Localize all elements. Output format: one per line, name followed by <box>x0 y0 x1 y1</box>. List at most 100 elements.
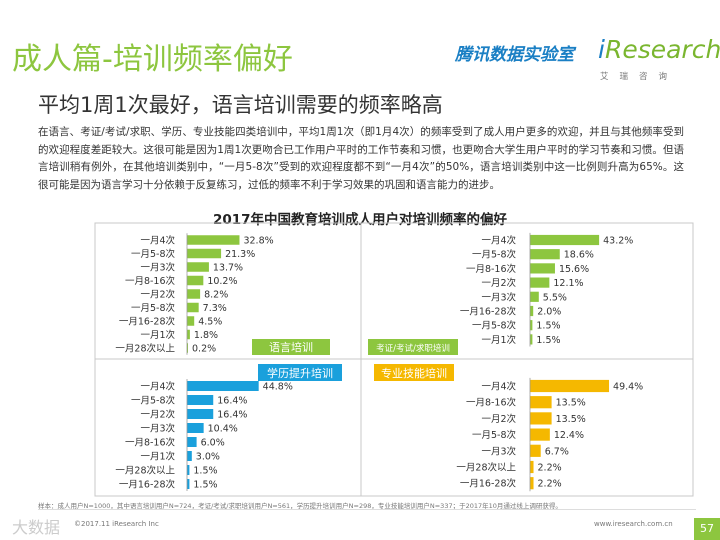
bar-label-0-5: 7.3% <box>203 303 227 314</box>
bar-1-1 <box>530 249 560 260</box>
legend-text-1: 考证/考试/求职培训 <box>376 343 450 354</box>
bar-label-2-7: 1.5% <box>193 480 217 491</box>
category-label-2-3: 一月3次 <box>140 423 175 435</box>
bar-3-5 <box>530 460 534 474</box>
bar-label-3-1: 13.5% <box>556 398 586 409</box>
category-label-1-1: 一月5-8次 <box>472 249 517 261</box>
page-title: 成人篇-培训频率偏好 <box>12 42 293 77</box>
category-label-1-3: 一月2次 <box>481 277 516 289</box>
category-label-1-4: 一月3次 <box>481 291 516 303</box>
category-label-1-0: 一月4次 <box>481 235 516 247</box>
category-label-3-0: 一月4次 <box>481 381 516 393</box>
page-number: 57 <box>694 518 720 540</box>
bar-0-1 <box>187 248 222 259</box>
category-label-0-6: 一月16-28次 <box>119 316 176 328</box>
category-label-3-5: 一月28次以上 <box>456 462 516 474</box>
bar-1-0 <box>530 234 600 246</box>
bar-2-5 <box>187 451 192 461</box>
bar-label-1-3: 12.1% <box>553 278 583 289</box>
category-label-2-5: 一月1次 <box>140 451 175 463</box>
bar-label-1-7: 1.5% <box>536 335 560 346</box>
chart-title: 2017年中国教育培训成人用户对培训频率的偏好 <box>212 212 508 228</box>
bar-3-2 <box>530 412 552 425</box>
bar-2-1 <box>187 395 214 405</box>
bar-1-4 <box>530 291 539 302</box>
category-label-3-6: 一月16-28次 <box>460 478 517 490</box>
category-label-1-7: 一月1次 <box>481 334 516 346</box>
category-label-1-2: 一月8-16次 <box>466 263 517 275</box>
category-label-0-2: 一月3次 <box>140 262 175 274</box>
category-label-2-4: 一月8-16次 <box>125 437 176 449</box>
bar-label-1-2: 15.6% <box>559 264 589 275</box>
bar-label-0-3: 10.2% <box>207 276 237 287</box>
category-label-3-4: 一月3次 <box>481 445 516 457</box>
tencent-data-lab-logo: 腾讯数据实验室 <box>455 45 574 65</box>
bar-label-2-6: 1.5% <box>193 466 217 477</box>
bar-label-2-2: 16.4% <box>217 410 247 421</box>
bar-3-1 <box>530 396 552 409</box>
bar-label-1-5: 2.0% <box>537 307 561 318</box>
bar-label-3-3: 12.4% <box>554 430 584 441</box>
legend-text-0: 语言培训 <box>269 340 313 354</box>
bar-label-2-0: 44.8% <box>263 382 293 393</box>
bar-0-3 <box>187 275 204 286</box>
bar-2-2 <box>187 409 214 419</box>
bar-label-0-4: 8.2% <box>204 290 228 301</box>
bar-1-2 <box>530 263 555 274</box>
bar-3-3 <box>530 428 550 441</box>
category-label-2-2: 一月2次 <box>140 409 175 421</box>
category-label-2-7: 一月16-28次 <box>119 479 176 491</box>
bar-label-3-5: 2.2% <box>538 463 562 474</box>
bar-label-0-2: 13.7% <box>213 263 243 274</box>
bar-label-0-6: 4.5% <box>198 317 222 328</box>
legend-box-3 <box>374 364 454 381</box>
bar-0-6 <box>187 316 195 326</box>
category-label-0-8: 一月28次以上 <box>115 343 175 355</box>
category-label-2-1: 一月5-8次 <box>131 395 176 407</box>
bar-label-0-0: 32.8% <box>243 236 273 247</box>
watermark: 大数据 <box>12 518 61 537</box>
bar-label-3-4: 6.7% <box>545 446 569 457</box>
category-label-3-3: 一月5-8次 <box>472 429 517 441</box>
category-label-1-5: 一月16-28次 <box>460 306 517 318</box>
category-label-2-6: 一月28次以上 <box>115 465 175 477</box>
bar-3-6 <box>530 477 534 490</box>
bar-0-5 <box>187 302 199 313</box>
bar-label-3-2: 13.5% <box>556 414 586 425</box>
bar-label-1-4: 5.5% <box>543 292 567 303</box>
bar-0-8 <box>187 343 188 353</box>
iresearch-logo-cn: 艾瑞咨询 <box>600 72 679 82</box>
bar-label-2-1: 16.4% <box>217 396 247 407</box>
category-label-3-2: 一月2次 <box>481 413 516 425</box>
bar-0-7 <box>187 329 190 340</box>
bar-2-0 <box>187 381 259 391</box>
bar-2-4 <box>187 437 197 447</box>
footer-divider <box>38 509 696 510</box>
bar-label-3-6: 2.2% <box>538 479 562 490</box>
logo-text: Research <box>604 35 720 64</box>
legend-box-1 <box>368 339 458 355</box>
category-label-0-1: 一月5-8次 <box>131 248 176 260</box>
bar-0-4 <box>187 289 201 299</box>
bar-1-5 <box>530 305 534 317</box>
bar-0-2 <box>187 262 209 272</box>
category-label-0-5: 一月5-8次 <box>131 302 176 314</box>
legend-box-0 <box>252 339 330 355</box>
category-label-3-1: 一月8-16次 <box>466 397 517 409</box>
bar-2-6 <box>187 465 190 475</box>
category-label-0-3: 一月8-16次 <box>125 275 176 287</box>
bar-label-2-4: 6.0% <box>201 438 225 449</box>
bar-1-6 <box>530 320 533 331</box>
bar-1-3 <box>530 277 550 288</box>
bar-label-3-0: 49.4% <box>613 382 643 393</box>
site-url: www.iresearch.com.cn <box>594 520 673 528</box>
bar-3-4 <box>530 444 541 457</box>
category-label-0-7: 一月1次 <box>140 329 175 341</box>
body-paragraph: 在语言、考证/考试/求职、学历、专业技能四类培训中，平均1周1次（即1月4次）的… <box>38 126 684 191</box>
iresearch-logo: iResearch <box>598 35 720 64</box>
bar-label-0-8: 0.2% <box>192 344 216 355</box>
bar-label-0-1: 21.3% <box>225 249 255 260</box>
bar-2-3 <box>187 423 204 433</box>
logo-i: i <box>598 35 605 64</box>
